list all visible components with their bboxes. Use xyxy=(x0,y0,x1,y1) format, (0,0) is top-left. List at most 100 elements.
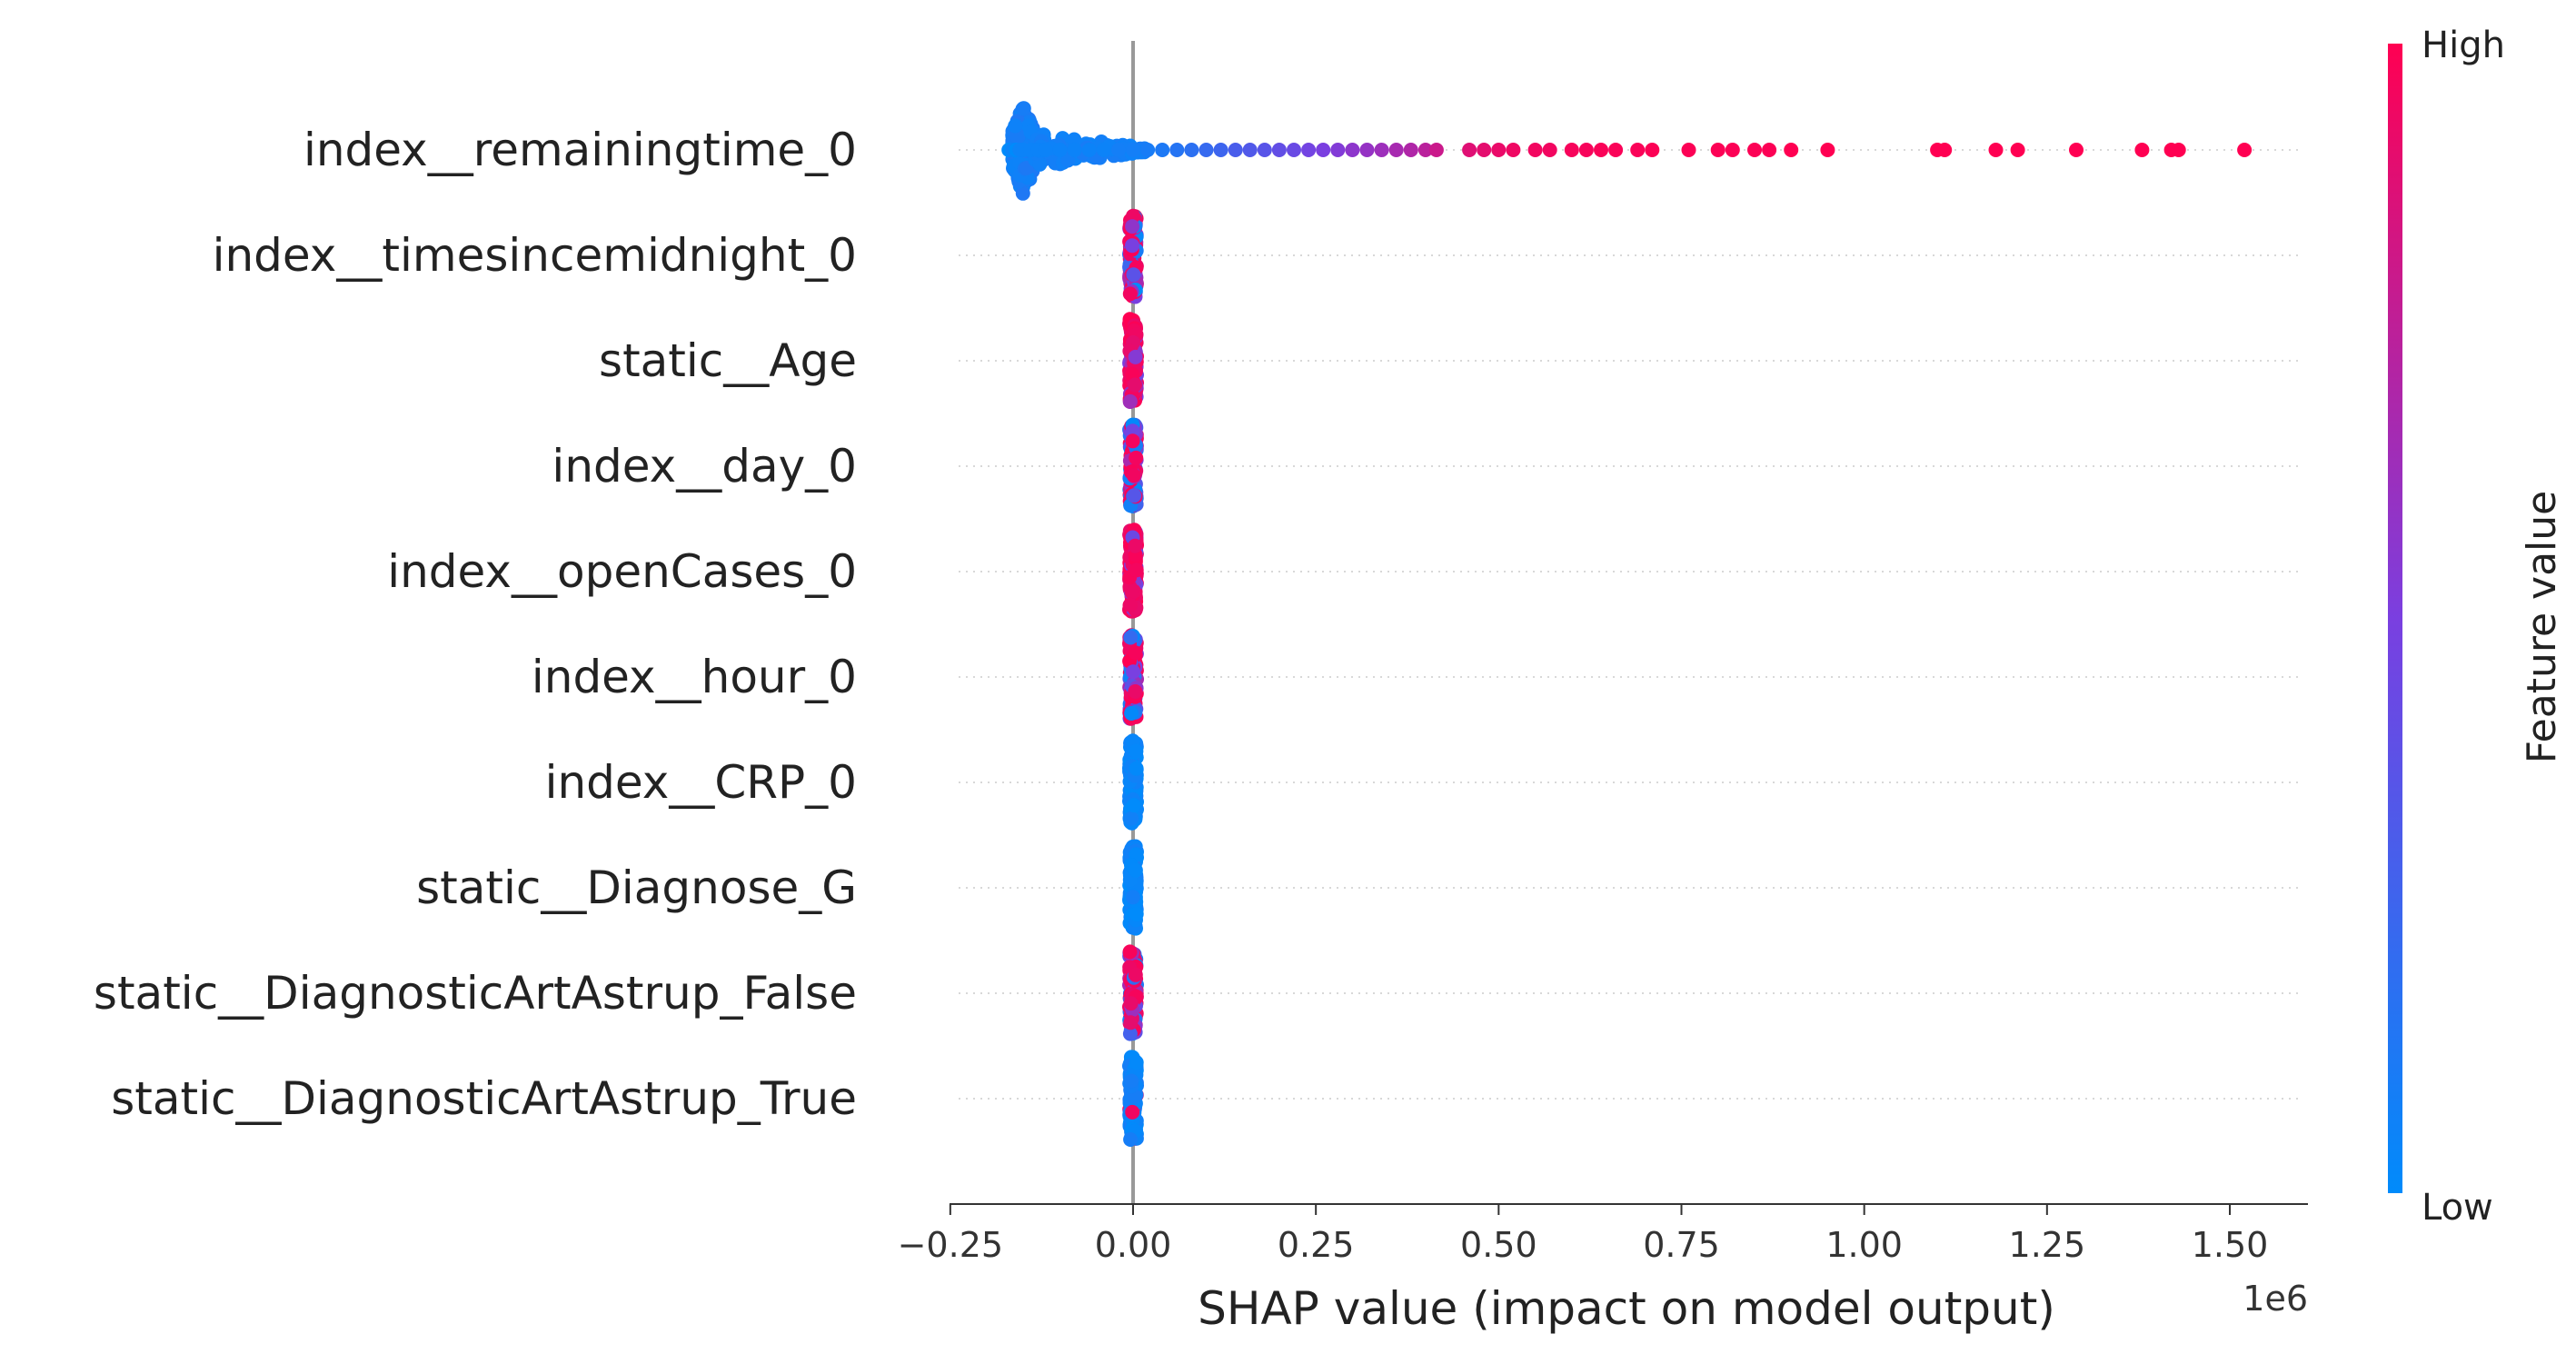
feature-label: static__Age xyxy=(599,334,857,387)
feature-label: index__CRP_0 xyxy=(545,756,857,809)
shap-point xyxy=(1710,143,1726,157)
feature-gridlines xyxy=(959,149,2299,1100)
shap-point xyxy=(1988,143,2004,157)
shap-point xyxy=(1477,143,1492,157)
shap-point xyxy=(1257,143,1272,157)
shap-point xyxy=(1124,811,1139,826)
shap-point xyxy=(1128,862,1143,878)
shap-point xyxy=(1125,423,1140,439)
shap-point xyxy=(1506,143,1521,157)
shap-point xyxy=(1067,132,1082,147)
x-tick-label: 0.75 xyxy=(1643,1225,1720,1265)
shap-point xyxy=(1403,143,1418,157)
shap-point xyxy=(1124,706,1139,721)
shap-point xyxy=(1124,1073,1139,1089)
shap-point xyxy=(1527,143,1543,157)
shap-point xyxy=(1123,630,1139,645)
x-tick-label: 0.00 xyxy=(1095,1225,1172,1265)
feature-label: static__Diagnose_G xyxy=(416,861,857,914)
shap-points xyxy=(1001,101,2253,1147)
shap-point xyxy=(1287,143,1301,157)
shap-point xyxy=(1122,286,1138,302)
shap-point xyxy=(2069,143,2084,157)
shap-point xyxy=(1301,143,1317,157)
x-axis-ticks: −0.25 0.00 0.25 0.50 0.75 1.00 1.25 1.50 xyxy=(898,1204,2269,1265)
x-axis-offset-label: 1e6 xyxy=(2243,1279,2308,1319)
shap-point xyxy=(1126,468,1141,483)
shap-point xyxy=(1122,393,1138,409)
shap-point xyxy=(1330,143,1346,157)
shap-point xyxy=(1125,238,1139,254)
shap-point xyxy=(1110,143,1126,157)
shap-point xyxy=(1127,488,1142,503)
shap-point xyxy=(1428,143,1444,157)
shap-point xyxy=(2171,143,2186,157)
shap-point xyxy=(1316,143,1331,157)
feature-labels: index__remainingtime_0 index__timesincemi… xyxy=(94,124,857,1125)
shap-point xyxy=(1681,143,1696,157)
shap-point xyxy=(1128,645,1143,661)
shap-point xyxy=(1184,143,1199,157)
shap-point xyxy=(1125,1104,1140,1120)
shap-point xyxy=(1542,143,1557,157)
shap-point xyxy=(1129,906,1144,921)
x-tick-label: 0.50 xyxy=(1460,1225,1537,1265)
shap-point xyxy=(1016,101,1031,116)
shap-point xyxy=(1122,944,1138,960)
shap-point xyxy=(1126,143,1140,157)
shap-point xyxy=(1784,143,1799,157)
x-tick-label: 0.25 xyxy=(1278,1225,1355,1265)
shap-point xyxy=(1052,143,1068,157)
shap-point xyxy=(1359,143,1375,157)
shap-point xyxy=(1126,208,1140,224)
shap-point xyxy=(1067,143,1082,157)
shap-point xyxy=(1128,349,1143,364)
feature-label: static__DiagnosticArtAstrup_True xyxy=(111,1072,857,1125)
shap-point xyxy=(1155,143,1170,157)
shap-point xyxy=(1374,143,1389,157)
shap-point xyxy=(1820,143,1835,157)
feature-label: index__day_0 xyxy=(552,440,857,493)
shap-point xyxy=(1096,143,1111,157)
shap-point xyxy=(1125,890,1140,905)
x-axis-label: SHAP value (impact on model output) xyxy=(1198,1282,2055,1335)
shap-point xyxy=(1594,143,1608,157)
shap-point xyxy=(1015,185,1030,201)
feature-label: static__DiagnosticArtAstrup_False xyxy=(94,967,857,1020)
shap-point xyxy=(1129,450,1144,465)
shap-point xyxy=(1128,967,1143,982)
x-tick-label: 1.50 xyxy=(2192,1225,2269,1265)
shap-point xyxy=(1123,1015,1139,1030)
colorbar-low-label: Low xyxy=(2422,1187,2493,1229)
shap-point xyxy=(1169,143,1185,157)
shap-point xyxy=(1228,143,1243,157)
shap-point xyxy=(1123,597,1138,612)
shap-point xyxy=(1126,798,1141,813)
shap-point xyxy=(1198,143,1214,157)
shap-point xyxy=(1645,143,1660,157)
shap-point xyxy=(1608,143,1624,157)
x-tick-label: −0.25 xyxy=(898,1225,1003,1265)
feature-label: index__timesincemidnight_0 xyxy=(213,229,857,282)
shap-point xyxy=(1129,563,1144,578)
shap-point xyxy=(2134,143,2150,157)
shap-point xyxy=(1491,143,1507,157)
shap-point xyxy=(2010,143,2025,157)
shap-point xyxy=(1126,664,1141,680)
shap-point xyxy=(1578,143,1594,157)
shap-point xyxy=(2237,143,2253,157)
shap-point xyxy=(1213,143,1228,157)
shap-point xyxy=(1747,143,1762,157)
shap-point xyxy=(1122,1026,1138,1041)
shap-point xyxy=(1345,143,1360,157)
shap-point xyxy=(1125,219,1140,234)
colorbar xyxy=(2388,44,2402,1193)
shap-point xyxy=(1126,267,1141,283)
feature-label: index__openCases_0 xyxy=(387,545,857,598)
shap-point xyxy=(1417,143,1433,157)
shap-point xyxy=(1129,1055,1144,1070)
shap-point xyxy=(1123,1132,1139,1147)
shap-point xyxy=(1124,584,1139,600)
colorbar-high-label: High xyxy=(2422,25,2505,66)
shap-point xyxy=(1123,996,1139,1011)
